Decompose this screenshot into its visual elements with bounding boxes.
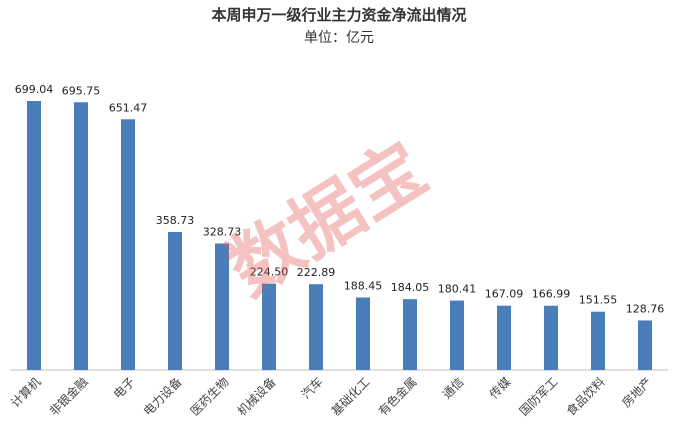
value-label: 188.45 (344, 279, 383, 292)
value-label: 224.50 (250, 266, 289, 279)
value-label: 358.73 (156, 214, 195, 227)
bar (168, 231, 182, 370)
bar (450, 300, 464, 370)
value-label: 128.76 (626, 302, 665, 315)
value-label: 166.99 (532, 288, 571, 301)
value-label: 167.09 (485, 288, 524, 301)
value-label: 180.41 (438, 283, 477, 296)
value-label: 695.75 (62, 84, 101, 97)
bar (74, 102, 88, 370)
bar (262, 283, 276, 370)
bar (591, 311, 605, 370)
value-label: 651.47 (109, 101, 148, 114)
bar (497, 305, 511, 370)
bar (121, 119, 135, 370)
value-label: 222.89 (297, 266, 336, 279)
value-label: 328.73 (203, 226, 242, 239)
bar (403, 299, 417, 370)
bar (356, 297, 370, 370)
bar (215, 243, 229, 370)
value-label: 151.55 (579, 294, 618, 307)
value-label: 699.04 (15, 83, 54, 96)
bar (544, 305, 558, 370)
chart-title: 本周申万一级行业主力资金净流出情况 (211, 6, 466, 24)
bar (638, 320, 652, 370)
value-label: 184.05 (391, 281, 430, 294)
bar (27, 101, 41, 370)
chart-subtitle: 单位：亿元 (304, 30, 374, 46)
bar (309, 284, 323, 370)
